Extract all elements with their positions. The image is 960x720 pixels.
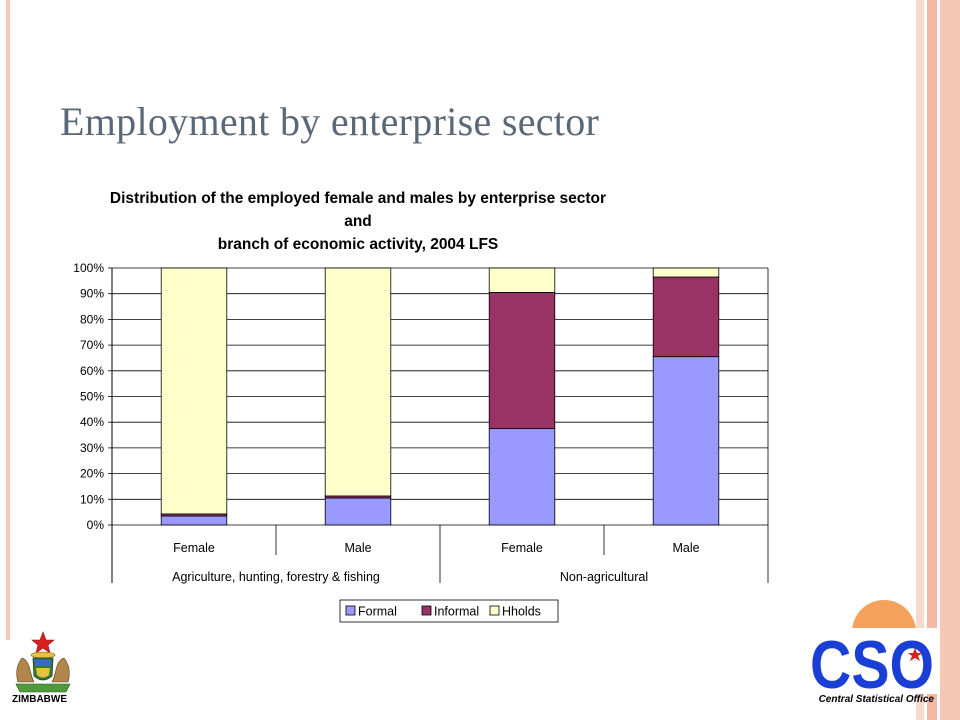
left-decorative-stripe <box>6 0 10 640</box>
y-tick-label: 0% <box>87 518 105 532</box>
y-tick-label: 20% <box>80 467 104 481</box>
x-group-label: Non-agricultural <box>560 570 648 584</box>
bar-segment <box>160 267 228 515</box>
slide-title: Employment by enterprise sector <box>60 99 600 144</box>
bar-segment <box>488 292 556 430</box>
legend-swatch <box>489 605 500 616</box>
bar-segment <box>324 267 392 497</box>
x-category-label: Female <box>173 541 215 555</box>
bar-segment <box>652 276 720 358</box>
chart-title-line-2: branch of economic activity, 2004 LFS <box>217 236 499 253</box>
x-category-label: Female <box>501 541 543 555</box>
x-group-label: Agriculture, hunting, forestry & fishing <box>172 570 380 584</box>
cso-label: Central Statistical Office <box>818 694 934 705</box>
legend-label: Informal <box>434 605 479 619</box>
y-tick-label: 40% <box>80 415 104 429</box>
bar-segment <box>160 515 228 526</box>
bar-segment <box>652 267 720 278</box>
chart-title: Distribution of the employed female and … <box>100 187 616 256</box>
x-category-label: Male <box>344 541 371 555</box>
y-tick-label: 70% <box>80 338 104 352</box>
legend-swatch <box>421 605 432 616</box>
y-tick-label: 10% <box>80 492 104 506</box>
right-decorative-frame <box>916 0 960 720</box>
cso-logo-text: CSO <box>810 627 934 694</box>
zimbabwe-label: ZIMBABWE <box>12 694 67 705</box>
x-category-label: Male <box>672 541 699 555</box>
bar-segment <box>488 428 556 526</box>
legend-box <box>339 599 559 623</box>
y-tick-label: 60% <box>80 364 104 378</box>
bar-segment <box>324 497 392 526</box>
y-tick-label: 100% <box>73 261 104 275</box>
legend-label: Hholds <box>502 605 541 619</box>
y-tick-label: 50% <box>80 390 104 404</box>
bar-segment <box>488 267 556 293</box>
y-tick-label: 80% <box>80 312 104 326</box>
legend-swatch <box>345 605 356 616</box>
y-tick-label: 90% <box>80 287 104 301</box>
bar-segment <box>652 356 720 526</box>
legend-label: Formal <box>358 605 397 619</box>
y-tick-label: 30% <box>80 441 104 455</box>
cso-logo-icon: CSO <box>806 600 938 694</box>
chart-title-line-1: Distribution of the employed female and … <box>109 190 607 230</box>
zimbabwe-coat-of-arms-icon <box>15 631 71 693</box>
